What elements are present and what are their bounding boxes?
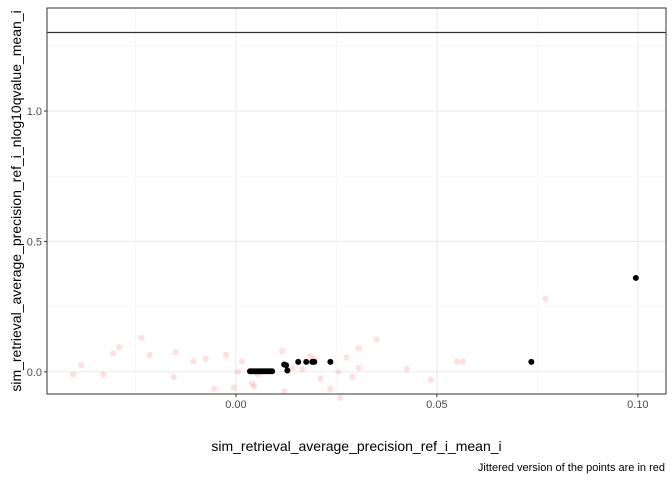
- jittered-point: [170, 373, 177, 381]
- jittered-point: [307, 353, 314, 360]
- data-point: [269, 368, 276, 375]
- jittered-point: [78, 362, 85, 369]
- jittered-point: [202, 355, 209, 362]
- jittered-point: [100, 371, 107, 378]
- jittered-point: [317, 375, 324, 382]
- jittered-point: [355, 345, 362, 352]
- jittered-point: [299, 366, 306, 373]
- jittered-point: [349, 373, 356, 381]
- plot-panel-background: [47, 8, 666, 394]
- plot-panel-border: [46, 7, 667, 395]
- data-point: [284, 367, 291, 374]
- y-axis-ticks: 0.0 0.5 1.0: [27, 106, 47, 379]
- major-gridlines: [47, 8, 666, 394]
- data-point: [311, 358, 318, 365]
- data-points: [246, 274, 639, 375]
- jittered-point: [116, 343, 123, 351]
- minor-gridlines: [47, 8, 666, 394]
- jittered-point: [542, 295, 549, 302]
- y-tick-label: 0.5: [27, 236, 42, 248]
- x-axis-ticks: 0.00 0.05 0.10: [225, 394, 649, 411]
- jittered-point: [343, 354, 350, 361]
- jittered-point: [70, 371, 77, 378]
- jittered-point: [281, 388, 288, 395]
- jittered-point: [279, 347, 286, 355]
- jittered-point: [403, 366, 410, 373]
- y-tick-label: 1.0: [27, 106, 42, 118]
- jittered-point: [234, 368, 242, 375]
- x-tick-label: 0.10: [627, 399, 648, 411]
- x-axis-title: sim_retrieval_average_precision_ref_i_me…: [211, 438, 501, 454]
- y-axis-title: sim_retrieval_average_precision_ref_i_nl…: [8, 10, 24, 391]
- jittered-point: [172, 349, 179, 356]
- jittered-point: [289, 364, 296, 372]
- jittered-point: [110, 350, 117, 357]
- data-point: [295, 358, 302, 365]
- jittered-point: [250, 383, 258, 390]
- data-point: [303, 358, 310, 365]
- x-tick-label: 0.05: [426, 399, 447, 411]
- jittered-point: [355, 364, 362, 372]
- data-point: [283, 362, 290, 369]
- x-tick-label: 0.00: [225, 399, 246, 411]
- jittered-point: [453, 358, 461, 365]
- data-point: [632, 274, 639, 281]
- jittered-point: [337, 394, 344, 402]
- jittered-point: [427, 376, 434, 383]
- jittered-point: [230, 384, 238, 391]
- jittered-point: [190, 358, 197, 365]
- data-point: [528, 358, 535, 365]
- jittered-point: [138, 334, 145, 342]
- jittered-point: [146, 351, 153, 358]
- jittered-point: [210, 385, 217, 392]
- jittered-point: [248, 380, 256, 387]
- data-point: [327, 358, 334, 365]
- y-tick-label: 0.0: [27, 367, 42, 379]
- jittered-point: [222, 351, 229, 358]
- chart-caption: Jittered version of the points are in re…: [478, 462, 665, 474]
- jittered-point: [373, 336, 380, 343]
- jittered-point: [238, 358, 246, 365]
- jittered-point: [459, 358, 467, 365]
- jittered-point: [327, 385, 334, 392]
- jittered-point: [335, 368, 342, 375]
